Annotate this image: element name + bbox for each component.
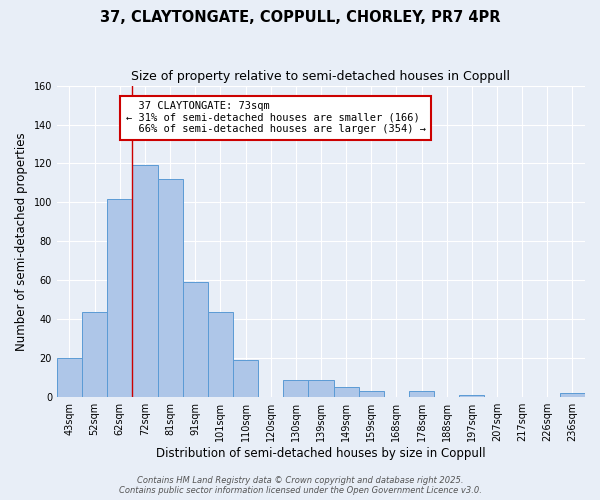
- Bar: [409, 392, 434, 397]
- Bar: [107, 198, 133, 397]
- Bar: [359, 392, 384, 397]
- Bar: [158, 179, 182, 397]
- Bar: [182, 282, 208, 397]
- X-axis label: Distribution of semi-detached houses by size in Coppull: Distribution of semi-detached houses by …: [156, 447, 486, 460]
- Bar: [459, 396, 484, 397]
- Bar: [560, 394, 585, 397]
- Bar: [233, 360, 258, 397]
- Bar: [133, 166, 158, 397]
- Text: 37 CLAYTONGATE: 73sqm
← 31% of semi-detached houses are smaller (166)
  66% of s: 37 CLAYTONGATE: 73sqm ← 31% of semi-deta…: [125, 101, 425, 134]
- Bar: [208, 312, 233, 397]
- Title: Size of property relative to semi-detached houses in Coppull: Size of property relative to semi-detach…: [131, 70, 511, 83]
- Bar: [308, 380, 334, 397]
- Y-axis label: Number of semi-detached properties: Number of semi-detached properties: [15, 132, 28, 350]
- Bar: [283, 380, 308, 397]
- Bar: [57, 358, 82, 397]
- Bar: [82, 312, 107, 397]
- Bar: [334, 388, 359, 397]
- Text: Contains HM Land Registry data © Crown copyright and database right 2025.
Contai: Contains HM Land Registry data © Crown c…: [119, 476, 481, 495]
- Text: 37, CLAYTONGATE, COPPULL, CHORLEY, PR7 4PR: 37, CLAYTONGATE, COPPULL, CHORLEY, PR7 4…: [100, 10, 500, 25]
